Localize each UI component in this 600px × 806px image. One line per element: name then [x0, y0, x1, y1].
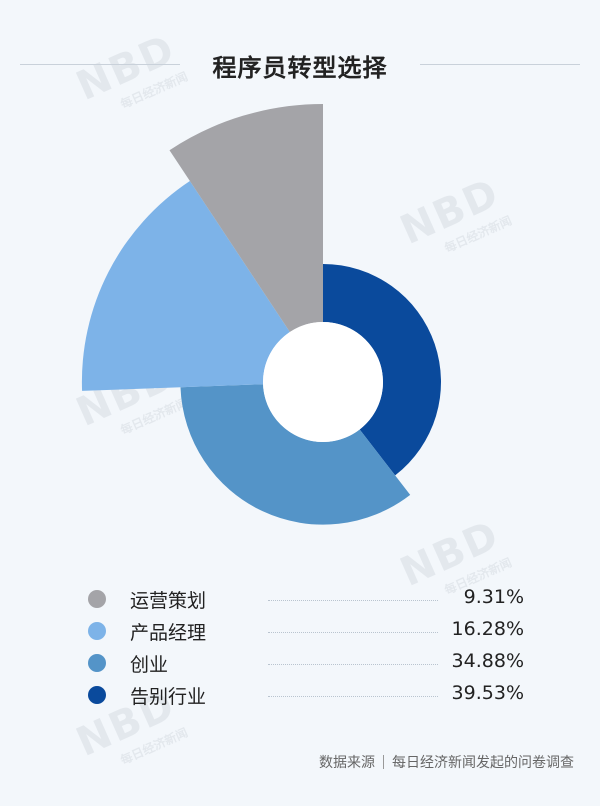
- legend-label: 告别行业: [130, 686, 207, 708]
- legend-leader-line: [268, 696, 438, 697]
- legend-value: 9.31%: [463, 586, 524, 608]
- legend-label: 产品经理: [130, 622, 207, 644]
- chart-title: 程序员转型选择: [212, 54, 388, 82]
- title-rule-left: [20, 64, 180, 65]
- chart-legend: 运营策划 9.31% 产品经理 16.28% 创业 34.88% 告别行业 39.53%: [88, 584, 528, 712]
- legend-item: 运营策划 9.31%: [88, 584, 528, 616]
- legend-value: 39.53%: [451, 682, 524, 704]
- legend-item: 产品经理 16.28%: [88, 616, 528, 648]
- legend-leader-line: [268, 632, 438, 633]
- legend-value: 34.88%: [451, 650, 524, 672]
- legend-swatch: [88, 686, 106, 704]
- source-note: 数据来源 每日经济新闻发起的问卷调查: [319, 752, 574, 772]
- legend-label: 创业: [130, 654, 169, 676]
- legend-item: 创业 34.88%: [88, 648, 528, 680]
- source-text: 每日经济新闻发起的问卷调查: [392, 755, 574, 771]
- legend-swatch: [88, 654, 106, 672]
- pie-slice-产品经理: [81, 180, 290, 391]
- source-label: 数据来源: [319, 755, 375, 771]
- source-separator: [383, 755, 384, 769]
- title-rule-right: [420, 64, 580, 65]
- legend-leader-line: [268, 664, 438, 665]
- pie-slice-创业: [180, 384, 411, 525]
- pie-slice-告别行业: [323, 264, 441, 476]
- legend-item: 告别行业 39.53%: [88, 680, 528, 712]
- legend-swatch: [88, 590, 106, 608]
- donut-hole: [263, 322, 383, 442]
- legend-label: 运营策划: [130, 590, 207, 612]
- legend-swatch: [88, 622, 106, 640]
- legend-value: 16.28%: [451, 618, 524, 640]
- legend-leader-line: [268, 600, 438, 601]
- title-row: 程序员转型选择: [0, 44, 600, 84]
- pie-slice-运营策划: [169, 104, 323, 332]
